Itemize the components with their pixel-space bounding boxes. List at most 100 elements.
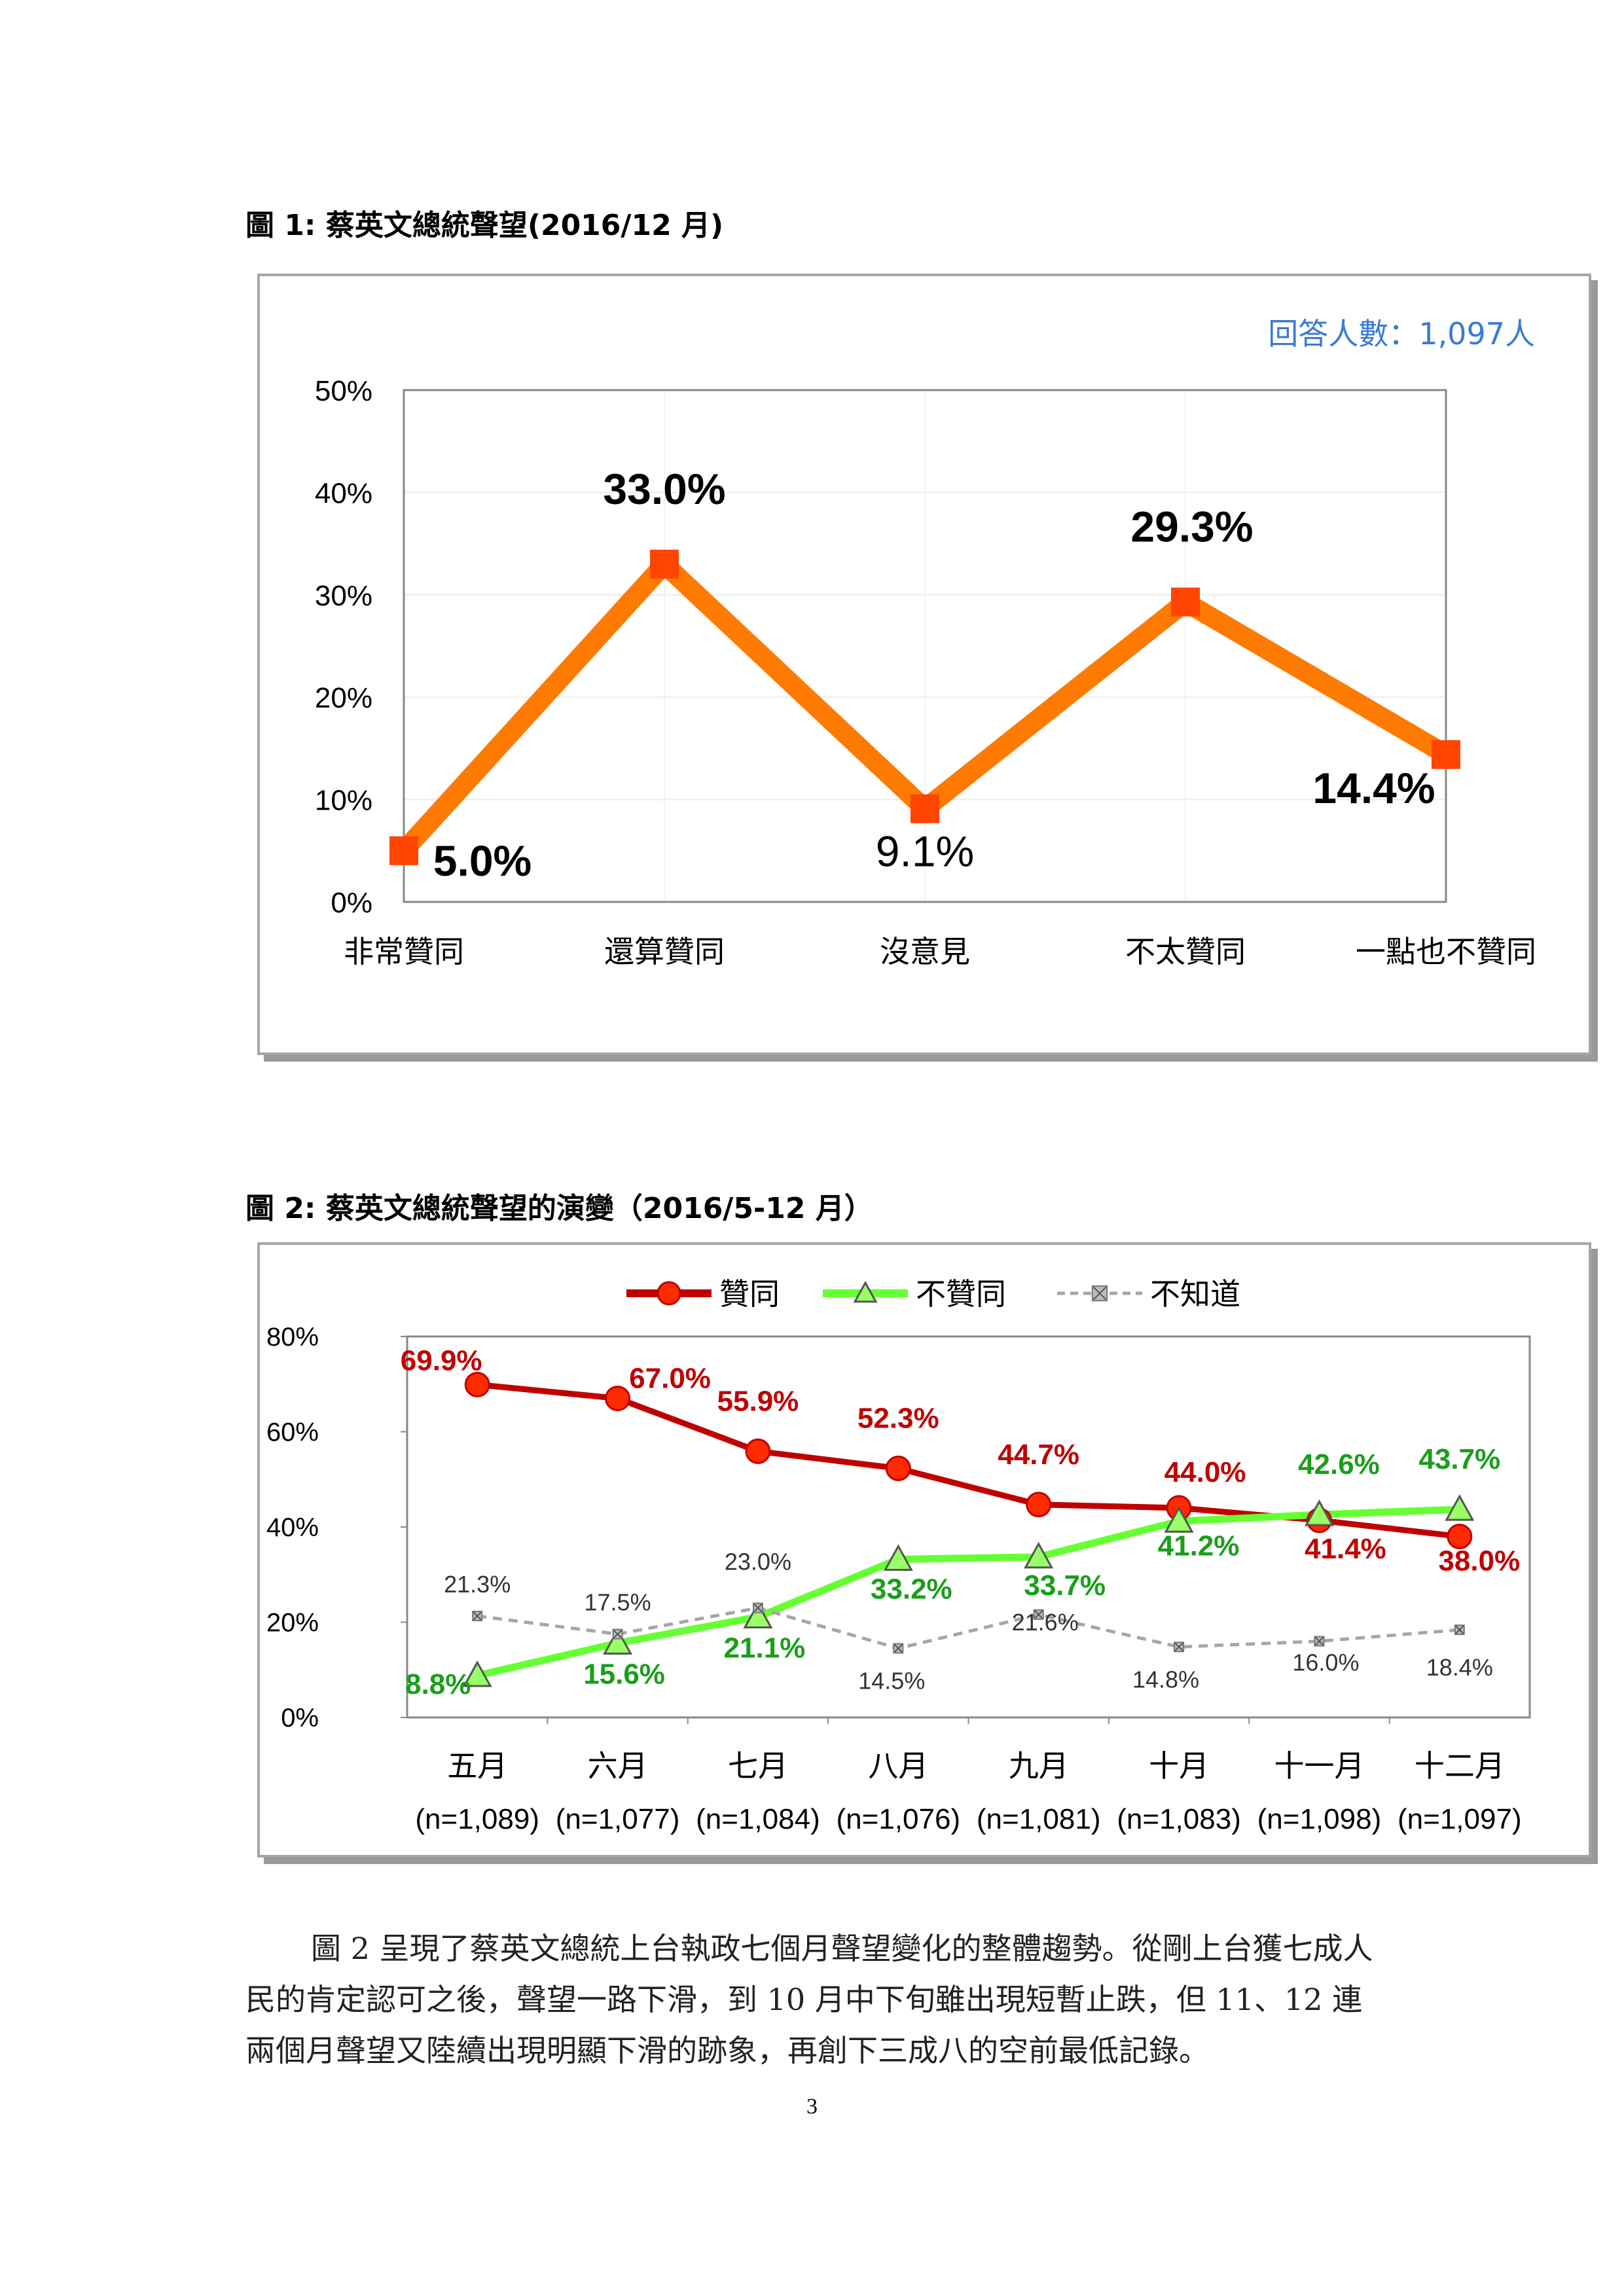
- y-tick-label: 80%: [266, 1323, 319, 1352]
- x-tick-label: 還算贊同: [604, 934, 725, 969]
- data-label: 8.8%: [405, 1668, 471, 1700]
- data-label: 33.7%: [1024, 1570, 1106, 1602]
- y-tick-label: 40%: [266, 1513, 319, 1542]
- x-tick-label: 一點也不贊同: [1356, 934, 1536, 969]
- sample-size-label: (n=1,076): [837, 1803, 961, 1835]
- figure1-chart: 回答人數：1,097人 0% 10% 20% 30% 40% 50% 非常贊同 還算贊同 沒意見 不…: [315, 316, 1536, 969]
- x-tick-label: 九月: [1009, 1748, 1069, 1784]
- y-tick-label: 20%: [315, 682, 372, 714]
- figure2-title: 圖 2: 蔡英文總統聲望的演變（2016/5-12 月）: [245, 1192, 873, 1225]
- data-label: 23.0%: [725, 1549, 791, 1575]
- x-tick-label: 十一月: [1274, 1748, 1364, 1784]
- data-point: [603, 1628, 633, 1655]
- data-point: [911, 794, 939, 823]
- data-point-cross: [1314, 1636, 1324, 1646]
- data-point-cross: [1174, 1642, 1183, 1652]
- data-label: 14.4%: [1312, 764, 1435, 812]
- data-point: [650, 549, 679, 579]
- respondents-count: 回答人數：1,097人: [1268, 316, 1535, 351]
- data-label: 9.1%: [876, 827, 974, 876]
- data-point-cross: [1092, 1286, 1107, 1300]
- series-line: [476, 1505, 1460, 1679]
- data-point: [853, 1280, 878, 1303]
- data-label: 16.0%: [1292, 1649, 1359, 1676]
- sample-size-label: (n=1,077): [556, 1803, 680, 1835]
- sample-size-label: (n=1,081): [977, 1803, 1101, 1835]
- data-label: 38.0%: [1438, 1545, 1520, 1577]
- data-point: [389, 836, 418, 865]
- data-label: 67.0%: [629, 1363, 711, 1395]
- data-label: 18.4%: [1426, 1654, 1493, 1681]
- data-label: 21.1%: [724, 1632, 806, 1664]
- data-label: 33.0%: [603, 465, 725, 513]
- data-point: [657, 1281, 681, 1306]
- sample-size-label: (n=1,083): [1117, 1803, 1241, 1835]
- data-label: 55.9%: [717, 1385, 799, 1417]
- y-tick-label: 20%: [266, 1609, 319, 1638]
- data-label: 29.3%: [1130, 503, 1253, 551]
- data-point-cross: [753, 1603, 763, 1613]
- figure2-chart: 0% 20% 40% 60% 80% 五月 (n=1,089) 六月 (n=1,077) 七月 (n…: [266, 1276, 1531, 1835]
- x-tick-label: 八月: [868, 1748, 928, 1784]
- data-point: [464, 1371, 490, 1397]
- data-point-cross: [893, 1643, 903, 1653]
- y-tick-label: 0%: [281, 1704, 319, 1732]
- x-tick-label: 五月: [447, 1748, 507, 1784]
- x-tick-label: 非常贊同: [344, 934, 464, 969]
- sample-size-label: (n=1,098): [1257, 1803, 1382, 1835]
- data-point: [1445, 1494, 1475, 1521]
- x-tick-label: 沒意見: [880, 934, 970, 969]
- data-point-cross: [473, 1611, 482, 1621]
- data-label: 5.0%: [433, 836, 532, 885]
- y-tick-label: 10%: [315, 785, 372, 817]
- data-label: 42.6%: [1298, 1448, 1380, 1480]
- data-label: 43.7%: [1418, 1443, 1500, 1475]
- y-tick-label: 60%: [266, 1418, 319, 1447]
- data-label: 41.2%: [1158, 1530, 1240, 1562]
- data-label: 21.6%: [1012, 1609, 1079, 1636]
- legend-label: 不贊同: [916, 1276, 1006, 1312]
- data-point: [1171, 587, 1200, 617]
- data-label: 15.6%: [583, 1659, 665, 1691]
- legend-label: 贊同: [719, 1276, 780, 1312]
- legend-label: 不知道: [1150, 1276, 1240, 1312]
- figure2-chart-frame: 0% 20% 40% 60% 80% 五月 (n=1,089) 六月 (n=1,077) 七月 (n…: [257, 1242, 1591, 1857]
- data-label: 33.2%: [871, 1573, 952, 1605]
- data-point: [1024, 1541, 1054, 1569]
- data-label: 21.3%: [444, 1571, 511, 1598]
- sample-size-label: (n=1,089): [415, 1803, 539, 1835]
- body-paragraph: 圖 2 呈現了蔡英文總統上台執政七個月聲望變化的整體趨勢。從剛上台獲七成人民的肯…: [245, 1923, 1384, 2076]
- paragraph-text: 圖 2 呈現了蔡英文總統上台執政七個月聲望變化的整體趨勢。從剛上台獲七成人民的肯…: [245, 1931, 1373, 2068]
- sample-size-label: (n=1,084): [696, 1803, 820, 1835]
- series-line: [477, 1606, 1460, 1651]
- sample-size-label: (n=1,097): [1398, 1803, 1522, 1835]
- figure1-chart-frame: 回答人數：1,097人 0% 10% 20% 30% 40% 50% 非常贊同 還算贊同 沒意見 不…: [257, 274, 1591, 1055]
- data-point: [462, 1660, 492, 1687]
- y-tick-label: 50%: [315, 375, 372, 407]
- data-point: [1432, 740, 1460, 769]
- data-point-cross: [1034, 1610, 1043, 1619]
- page-number: 3: [806, 2094, 818, 2119]
- data-point: [1164, 1506, 1194, 1533]
- x-tick-label: 十二月: [1415, 1748, 1505, 1784]
- data-label: 52.3%: [857, 1403, 939, 1435]
- x-tick-label: 不太贊同: [1125, 934, 1246, 969]
- data-label: 44.0%: [1164, 1456, 1246, 1488]
- data-point: [883, 1544, 913, 1571]
- data-label: 44.7%: [998, 1439, 1079, 1471]
- data-point-cross: [1455, 1625, 1464, 1634]
- x-tick-label: 七月: [728, 1748, 788, 1784]
- data-point: [1447, 1524, 1473, 1550]
- data-point-cross: [613, 1629, 623, 1639]
- x-tick-label: 六月: [588, 1748, 648, 1784]
- data-point: [1304, 1499, 1334, 1526]
- x-tick-label: 十月: [1149, 1748, 1209, 1784]
- data-point: [885, 1456, 911, 1482]
- data-point: [1026, 1492, 1052, 1518]
- figure1-title: 圖 1: 蔡英文總統聲望(2016/12 月): [245, 209, 724, 242]
- data-point: [605, 1386, 631, 1412]
- data-label: 14.8%: [1132, 1666, 1199, 1693]
- y-tick-label: 40%: [315, 477, 372, 509]
- data-label: 41.4%: [1305, 1533, 1386, 1565]
- data-point: [745, 1438, 771, 1464]
